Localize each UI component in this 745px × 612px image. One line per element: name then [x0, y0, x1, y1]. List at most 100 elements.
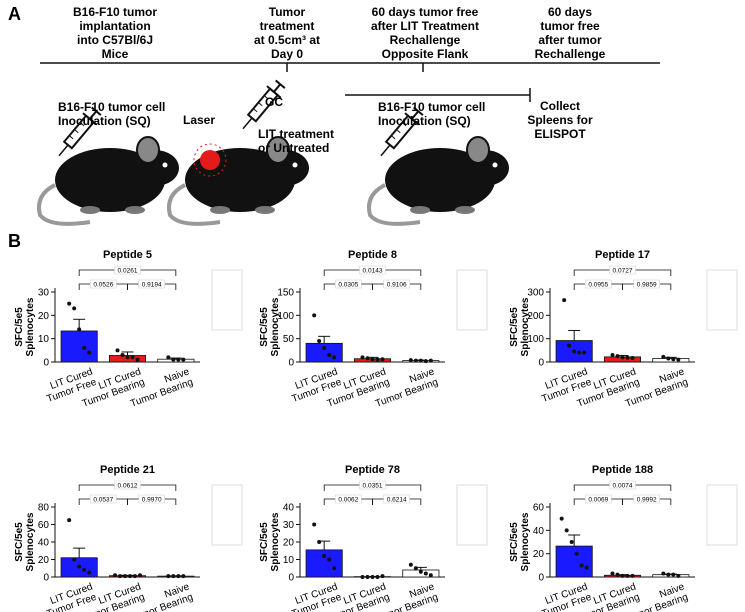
data-point: [327, 557, 332, 562]
timeline-label-line: after tumor: [538, 33, 602, 47]
y-tick-label: 30: [38, 288, 50, 299]
y-axis-label-line: SFC/5e5: [509, 307, 520, 347]
p-value: 0.0261: [118, 268, 138, 275]
y-axis-label: SFC/5e5Splenocytes: [259, 512, 281, 571]
y-axis-label-line: SFC/5e5: [259, 307, 270, 347]
data-point: [317, 540, 322, 544]
treatment-label-line: or Untreated: [258, 141, 329, 155]
y-tick-label: 40: [533, 526, 545, 537]
bar: [60, 330, 98, 363]
timeline-label-line: 60 days: [548, 5, 592, 19]
x-tick-label: LIT CuredTumor Free: [537, 581, 594, 612]
y-tick-label: 0: [43, 358, 49, 369]
chart-title: Peptide 78: [345, 464, 400, 476]
data-point: [171, 357, 176, 362]
p-value: 0.9106: [387, 282, 407, 289]
data-point: [115, 348, 120, 353]
p-value: 0.0526: [93, 282, 113, 289]
timeline-label: 60 days tumor free after LIT Treatment Rec…: [371, 5, 479, 61]
data-point: [125, 355, 130, 360]
bar: [652, 358, 690, 363]
x-tick-label: LIT CuredTumor Free: [42, 581, 99, 612]
data-point: [77, 564, 82, 569]
data-point: [413, 358, 418, 363]
y-tick-label: 0: [538, 358, 544, 369]
y-tick-label: 20: [38, 555, 50, 566]
collect-label-line: Collect: [540, 99, 580, 113]
timeline-label-line: Rechallenge: [535, 47, 606, 61]
data-point: [166, 574, 171, 579]
p-value: 0.0305: [338, 282, 358, 289]
data-point: [574, 551, 579, 556]
x-tick-label: LIT CuredTumor Free: [287, 581, 344, 612]
chart-title: Peptide 21: [100, 464, 155, 476]
y-tick-label: 100: [527, 334, 544, 345]
chart-title: Peptide 17: [595, 249, 650, 261]
p-value: 0.0062: [338, 497, 358, 504]
y-tick-label: 0: [43, 573, 49, 584]
timeline-label-line: treatment: [260, 19, 315, 33]
data-point: [128, 574, 132, 579]
bar: [555, 545, 593, 578]
y-axis-label: SFC/5e5Splenocytes: [14, 297, 36, 356]
timeline-label: B16-F10 tumor implantation into C57Bl/6J Mi…: [73, 5, 157, 61]
data-point: [123, 574, 127, 579]
timeline-label-line: Tumor: [269, 5, 306, 19]
data-point: [82, 346, 87, 350]
data-point: [380, 357, 385, 362]
y-axis-label-line: SFC/5e5: [259, 522, 270, 562]
data-point: [620, 355, 625, 360]
data-point: [423, 359, 428, 364]
data-point: [625, 355, 630, 360]
data-point: [87, 350, 92, 355]
p-value-box: [138, 494, 165, 504]
data-point: [625, 573, 630, 578]
data-point: [87, 570, 92, 575]
y-tick-label: 60: [38, 520, 50, 531]
y-axis-label-line: Splenocytes: [520, 297, 531, 356]
timeline-label: 60 days tumor free after tumor Rechallenge: [535, 5, 606, 61]
data-point: [365, 575, 370, 579]
p-value-box: [138, 279, 165, 289]
inoculation-label-line: B16-F10 tumor cell: [378, 100, 485, 114]
data-point: [666, 356, 671, 361]
p-value: 0.0351: [363, 483, 383, 490]
data-point: [562, 298, 567, 303]
p-value-box: [609, 480, 636, 490]
p-value: 0.9859: [637, 282, 657, 289]
y-tick-label: 40: [38, 538, 50, 549]
p-value: 0.0069: [588, 497, 608, 504]
data-point: [370, 575, 375, 579]
p-value: 0.0955: [588, 282, 608, 289]
treatment-label-line: LIT treatment: [258, 127, 334, 141]
y-tick-label: 20: [38, 311, 50, 322]
mouse: [37, 135, 181, 226]
y-axis-label: SFC/5e5Splenocytes: [259, 297, 281, 356]
data-point: [380, 574, 385, 579]
y-tick-label: 150: [277, 288, 294, 299]
data-point: [317, 339, 322, 343]
inoculation-label-line: Inoculation (SQ): [58, 114, 151, 128]
inoculation-label: B16-F10 tumor cell Inoculation (SQ): [58, 100, 165, 128]
data-point: [113, 573, 117, 578]
panel-label: A: [8, 4, 21, 24]
data-point: [423, 571, 428, 576]
y-axis-label-line: Splenocytes: [270, 297, 281, 356]
y-tick-label: 0: [538, 573, 544, 584]
y-axis-label-line: Splenocytes: [25, 512, 36, 571]
y-axis-label: SFC/5e5Splenocytes: [509, 512, 531, 571]
data-point: [584, 565, 589, 570]
data-point: [610, 571, 615, 576]
data-point: [67, 301, 72, 306]
timeline-label-line: tumor free: [540, 19, 600, 33]
data-point: [360, 355, 365, 360]
mouse: [367, 135, 511, 226]
data-point: [676, 357, 681, 362]
timeline-label-line: after LIT Treatment: [371, 19, 479, 33]
y-tick-label: 80: [38, 503, 50, 514]
p-value: 0.0612: [118, 483, 138, 490]
bar: [305, 549, 343, 578]
data-point: [72, 306, 77, 311]
p-value-box: [609, 265, 636, 275]
